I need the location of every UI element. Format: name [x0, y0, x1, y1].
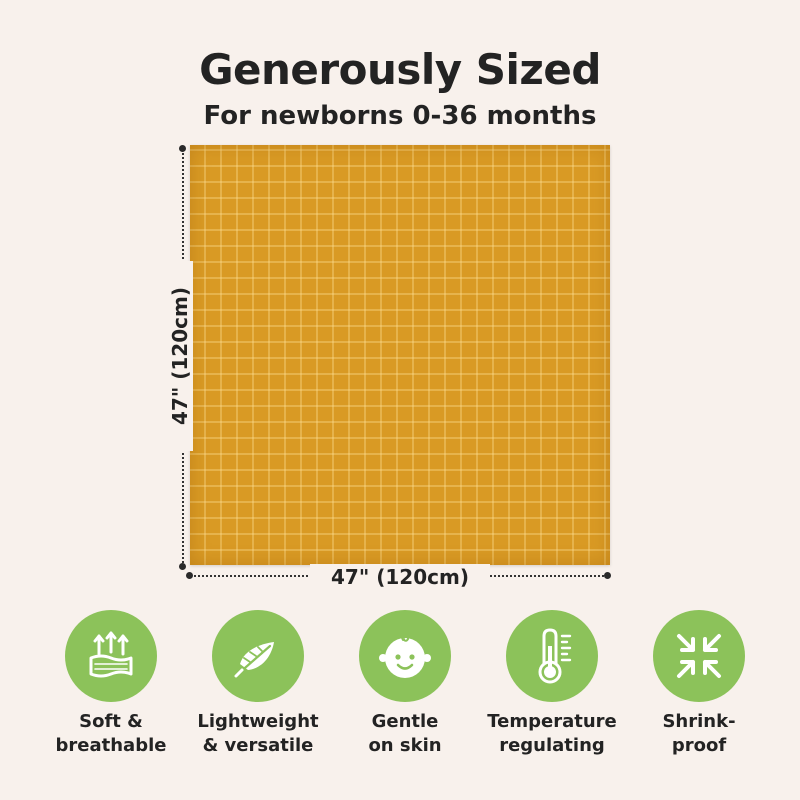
breathable-fabric-icon	[65, 610, 157, 702]
feature-list: Soft & breathable Lightweight & versatil…	[0, 610, 800, 760]
dimension-endpoint	[186, 572, 193, 579]
page-subtitle: For newborns 0-36 months	[203, 101, 597, 131]
muslin-blanket-image	[190, 145, 610, 565]
dimension-endpoint	[179, 145, 186, 152]
page-title: Generously Sized	[199, 45, 601, 94]
feature-soft-breathable: Soft & breathable	[36, 610, 186, 758]
shrink-arrows-icon	[653, 610, 745, 702]
dimension-endpoint	[179, 563, 186, 570]
thermometer-icon	[506, 610, 598, 702]
feature-temperature-regulating: Temperature regulating	[477, 610, 627, 758]
height-dimension-label: 47" (120cm)	[167, 261, 193, 451]
feature-label: Gentle on skin	[368, 711, 442, 756]
feature-gentle-on-skin: Gentle on skin	[330, 610, 480, 758]
feature-label: Soft & breathable	[55, 711, 167, 756]
feather-icon	[212, 610, 304, 702]
feature-label: Lightweight & versatile	[197, 711, 319, 756]
feature-label: Shrink- proof	[662, 711, 736, 756]
dimension-endpoint	[604, 572, 611, 579]
feature-label: Temperature regulating	[487, 711, 617, 756]
width-dimension-label: 47" (120cm)	[310, 564, 490, 590]
baby-face-icon	[359, 610, 451, 702]
feature-shrink-proof: Shrink- proof	[624, 610, 774, 758]
feature-lightweight-versatile: Lightweight & versatile	[183, 610, 333, 758]
